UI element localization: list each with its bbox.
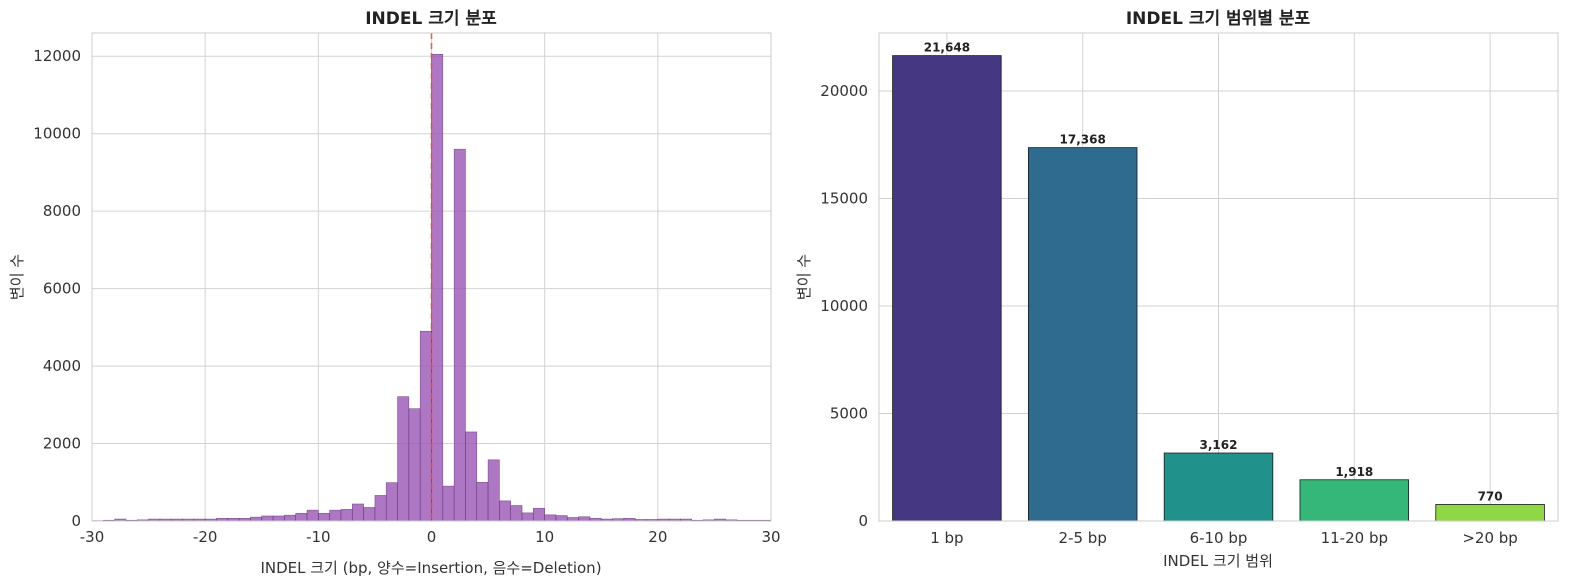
histogram-bar — [398, 397, 409, 521]
range-bar — [1164, 453, 1273, 521]
histogram-x-tick-label: 10 — [535, 528, 554, 546]
histogram-x-tick-label: 30 — [761, 528, 780, 546]
histogram-bar — [522, 513, 533, 521]
histogram-bar — [556, 516, 567, 521]
histogram-bar — [409, 409, 420, 521]
histogram-y-tick-label: 12000 — [33, 47, 81, 65]
histogram-bar — [567, 518, 578, 521]
range-chart-x-tick-label: 6-10 bp — [1190, 529, 1248, 547]
range-chart-yticks: 0 5000 10000 15000 20000 — [820, 82, 868, 530]
histogram-bar — [341, 509, 352, 521]
range-chart-y-tick-label: 5000 — [830, 405, 868, 423]
histogram-y-tick-label: 2000 — [43, 435, 81, 453]
histogram-bar — [250, 517, 261, 521]
range-bar — [893, 56, 1002, 521]
range-chart-value-labels: 21,648 17,368 3,162 1,918 770 — [924, 41, 1503, 504]
range-chart-title: INDEL 크기 범위별 분포 — [1126, 9, 1311, 29]
range-chart-y-tick-label: 15000 — [820, 190, 868, 208]
histogram-bar — [296, 513, 307, 521]
range-bar-value-label: 21,648 — [924, 41, 970, 55]
histogram-x-tick-label: 20 — [648, 528, 667, 546]
histogram-xticks: -30 -20 -10 0 10 20 30 — [80, 528, 781, 546]
histogram-bar — [420, 331, 431, 521]
histogram-y-tick-label: 4000 — [43, 357, 81, 375]
histogram-x-tick-label: -10 — [306, 528, 331, 546]
histogram-y-tick-label: 0 — [71, 512, 81, 530]
range-bar-value-label: 17,368 — [1060, 133, 1106, 147]
histogram-bar — [545, 515, 556, 521]
range-chart-x-tick-label: >20 bp — [1462, 529, 1517, 547]
histogram-bar — [499, 501, 510, 521]
range-chart-y-tick-label: 0 — [858, 512, 868, 530]
range-chart-x-tick-label: 2-5 bp — [1059, 529, 1107, 547]
histogram-y-tick-label: 6000 — [43, 280, 81, 298]
histogram-bar — [511, 506, 522, 521]
histogram-bar — [375, 495, 386, 521]
histogram-bar — [364, 507, 375, 521]
histogram-bar — [318, 513, 329, 521]
histogram-bar — [432, 54, 443, 521]
range-bar — [1300, 480, 1409, 521]
histogram-bar — [488, 460, 499, 521]
histogram-xlabel: INDEL 크기 (bp, 양수=Insertion, 음수=Deletion) — [260, 559, 601, 577]
range-chart-x-tick-label: 1 bp — [930, 529, 963, 547]
histogram-y-tick-label: 10000 — [33, 125, 81, 143]
range-chart-y-tick-label: 20000 — [820, 82, 868, 100]
histogram-bar — [352, 504, 363, 521]
range-bar — [1028, 148, 1137, 521]
histogram-ylabel: 변이 수 — [8, 254, 26, 300]
histogram-bar — [533, 508, 544, 521]
histogram-x-tick-label: -20 — [193, 528, 218, 546]
range-chart-y-tick-label: 10000 — [820, 297, 868, 315]
histogram-bar — [386, 483, 397, 521]
histogram-bar — [579, 517, 590, 521]
range-chart-x-tick-label: 11-20 bp — [1321, 529, 1388, 547]
range-bar — [1436, 504, 1545, 521]
histogram-y-tick-label: 8000 — [43, 202, 81, 220]
histogram-bar — [307, 510, 318, 521]
range-bar-value-label: 3,162 — [1200, 438, 1238, 452]
range-chart-ylabel: 변이 수 — [795, 254, 813, 300]
histogram-bar — [477, 482, 488, 521]
range-chart-xlabel: INDEL 크기 범위 — [1163, 552, 1273, 570]
range-chart-xticks: 1 bp 2-5 bp 6-10 bp 11-20 bp >20 bp — [930, 529, 1518, 547]
histogram-bar — [454, 149, 465, 521]
histogram-bar — [465, 432, 476, 521]
histogram-x-tick-label: -30 — [80, 528, 105, 546]
histogram-chart: INDEL 크기 분포 INDEL 크기 (bp, 양수=Insertion, … — [8, 9, 781, 577]
range-bar-value-label: 1,918 — [1335, 465, 1373, 479]
histogram-bar — [262, 516, 273, 521]
range-bar-value-label: 770 — [1478, 489, 1503, 503]
histogram-title: INDEL 크기 분포 — [365, 9, 497, 29]
range-bar-chart: INDEL 크기 범위별 분포 INDEL 크기 범위 변이 수 1 bp 2-5… — [795, 9, 1558, 570]
histogram-bar — [273, 516, 284, 521]
histogram-bar — [443, 486, 454, 521]
histogram-x-tick-label: 0 — [427, 528, 437, 546]
histogram-bar — [284, 515, 295, 521]
histogram-yticks: 0 2000 4000 6000 8000 10000 12000 — [33, 47, 81, 530]
histogram-bar — [330, 510, 341, 521]
